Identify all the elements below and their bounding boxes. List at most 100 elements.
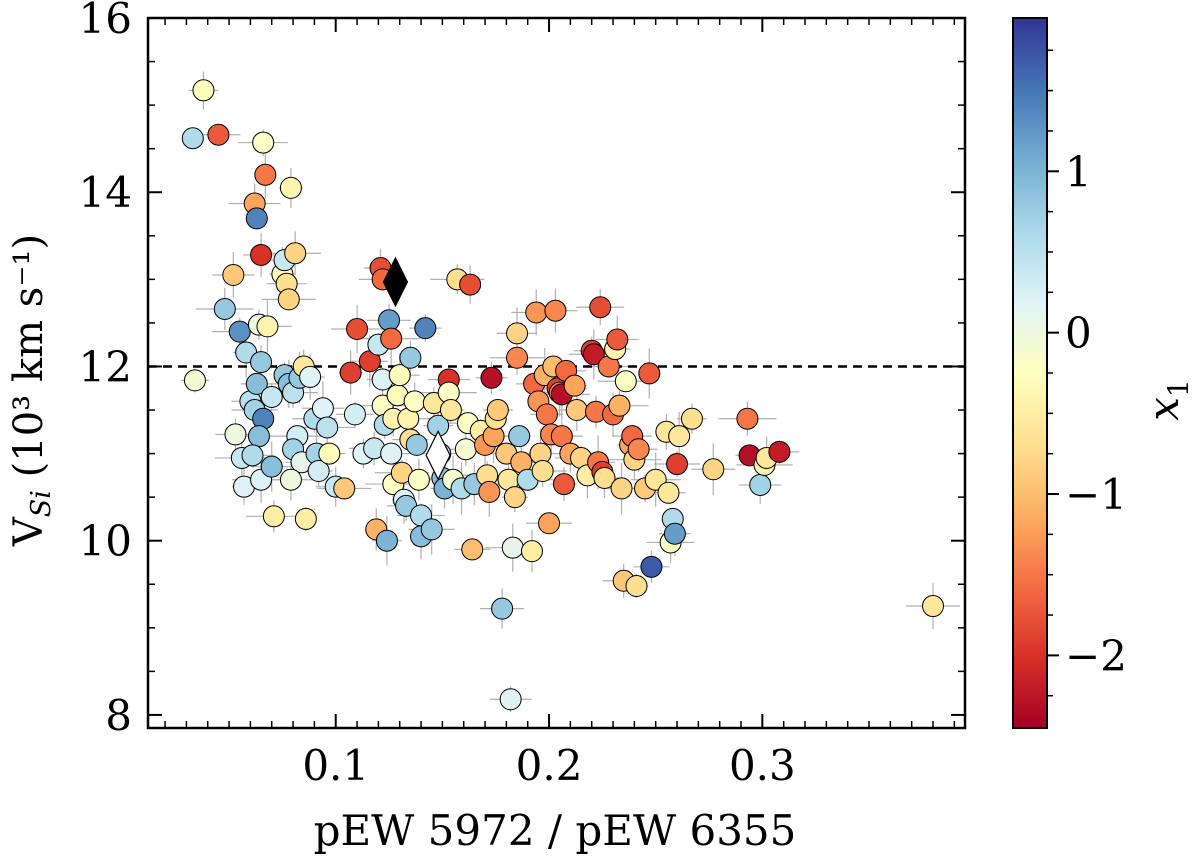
data-point xyxy=(666,453,689,476)
data-point xyxy=(420,518,443,541)
data-point xyxy=(388,364,411,387)
y-tick-label: 8 xyxy=(105,691,132,740)
data-point xyxy=(346,318,369,341)
data-point xyxy=(224,423,247,446)
data-point xyxy=(316,416,339,439)
data-point xyxy=(610,477,633,500)
data-point xyxy=(279,176,302,199)
data-point xyxy=(213,297,236,320)
data-point xyxy=(506,346,529,369)
data-point xyxy=(339,361,362,384)
data-point xyxy=(531,460,554,483)
plot-frame xyxy=(146,16,967,730)
data-point xyxy=(228,320,251,343)
data-point xyxy=(640,555,663,578)
data-point xyxy=(380,327,403,350)
data-point xyxy=(247,425,270,448)
data-point xyxy=(563,374,586,397)
data-point xyxy=(922,595,945,618)
data-point xyxy=(403,390,426,413)
data-point xyxy=(608,394,631,417)
data-point xyxy=(625,575,648,597)
data-point xyxy=(439,399,462,422)
highlighted-points xyxy=(382,256,451,481)
data-point xyxy=(552,473,575,496)
data-point xyxy=(407,468,430,491)
data-point xyxy=(503,486,526,509)
data-point xyxy=(491,597,514,620)
y-tick-label: 16 xyxy=(79,0,132,43)
diamond-marker xyxy=(425,429,451,481)
data-point xyxy=(478,480,501,503)
data-point xyxy=(663,522,686,545)
data-point xyxy=(520,540,543,563)
data-point xyxy=(262,505,285,528)
x-tick-label: 0.1 xyxy=(302,741,369,790)
data-point xyxy=(250,351,273,374)
data-point xyxy=(506,322,529,345)
data-point xyxy=(768,440,791,463)
data-point xyxy=(241,444,264,467)
data-point xyxy=(525,301,548,324)
data-point xyxy=(311,397,334,420)
data-point xyxy=(207,123,230,146)
data-point xyxy=(454,438,477,461)
data-point xyxy=(333,477,356,500)
data-point xyxy=(638,362,661,385)
data-point xyxy=(461,538,484,561)
data-point xyxy=(318,442,341,465)
data-point xyxy=(250,243,273,266)
data-point xyxy=(252,131,275,154)
data-point xyxy=(294,507,317,530)
colorbar-axis: 1 0 −1 −2 xyxy=(1047,49,1127,697)
data-point xyxy=(260,455,283,478)
y-tick-label: 10 xyxy=(79,517,132,566)
data-point xyxy=(657,481,680,504)
data-point xyxy=(736,407,759,430)
data-point xyxy=(501,536,524,559)
colorbar-tick-label: −2 xyxy=(1065,631,1127,680)
data-point xyxy=(405,433,428,456)
data-point xyxy=(480,366,503,389)
data-point xyxy=(668,425,691,448)
colorbar xyxy=(1012,17,1048,729)
data-point xyxy=(508,425,531,448)
data-point xyxy=(183,369,206,392)
data-point xyxy=(181,127,204,150)
diamond-marker xyxy=(382,256,409,308)
data-point xyxy=(399,346,422,369)
data-point xyxy=(307,460,330,483)
data-point xyxy=(245,372,268,395)
data-point xyxy=(535,403,558,426)
data-point xyxy=(414,317,437,340)
data-point xyxy=(582,343,605,366)
colorbar-tick-label: 1 xyxy=(1065,147,1092,196)
data-point xyxy=(486,399,509,422)
y-tick-label: 12 xyxy=(79,342,132,391)
data-point xyxy=(614,370,637,393)
colorbar-tick-label: −1 xyxy=(1065,470,1127,519)
data-point xyxy=(544,299,567,322)
data-point xyxy=(538,512,561,535)
data-point xyxy=(380,442,403,465)
y-axis-label: VSi (10³ km s⁻¹) xyxy=(6,234,57,547)
data-point xyxy=(256,315,279,338)
data-point xyxy=(284,242,307,265)
data-point xyxy=(680,407,703,430)
data-point xyxy=(459,273,482,296)
data-point xyxy=(260,385,283,408)
data-point xyxy=(254,163,277,186)
x-tick-label: 0.3 xyxy=(729,741,796,790)
data-points xyxy=(181,79,945,711)
data-point xyxy=(222,263,245,286)
colorbar-tick-label: 0 xyxy=(1065,309,1092,358)
axes: 0.1 0.2 0.3 8 10 12 14 16 xyxy=(79,0,965,790)
data-point xyxy=(299,365,322,388)
y-tick-label: 14 xyxy=(79,168,132,217)
data-point xyxy=(277,288,300,311)
data-point xyxy=(589,296,612,319)
data-point xyxy=(606,328,629,351)
data-point xyxy=(192,79,215,102)
data-point xyxy=(565,399,588,422)
